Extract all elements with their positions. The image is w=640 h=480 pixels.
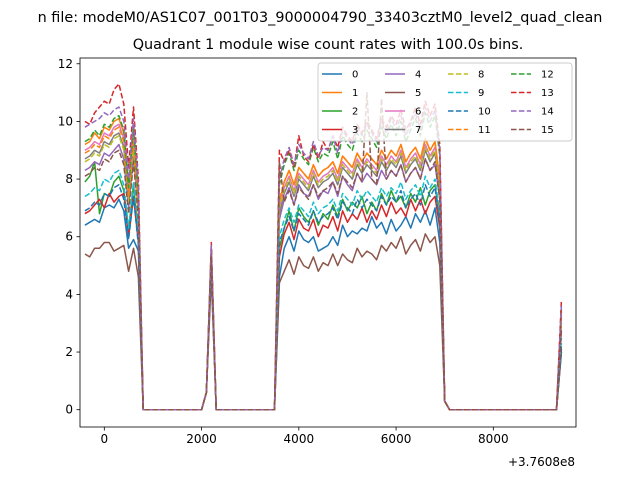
x-tick-label: 2000 — [186, 432, 217, 446]
y-tick-label: 6 — [65, 230, 73, 244]
legend-label-15: 15 — [541, 125, 554, 136]
legend-label-9: 9 — [478, 88, 484, 99]
series-line-0 — [84, 198, 563, 411]
legend-label-7: 7 — [415, 125, 421, 136]
x-tick-label: 8000 — [478, 432, 509, 446]
series-line-9 — [84, 169, 563, 411]
legend-label-0: 0 — [352, 70, 358, 81]
series-line-2 — [84, 161, 563, 411]
y-tick-label: 12 — [58, 57, 73, 71]
series-line-11 — [84, 126, 563, 411]
legend-label-4: 4 — [415, 70, 421, 81]
legend-label-5: 5 — [415, 88, 421, 99]
axes-frame — [79, 57, 577, 428]
legend-label-2: 2 — [352, 107, 358, 118]
legend-label-6: 6 — [415, 107, 421, 118]
legend-label-8: 8 — [478, 70, 484, 81]
x-offset-label: +3.7608e8 — [508, 455, 575, 469]
series-line-14 — [84, 106, 563, 411]
x-tick-label: 0 — [100, 432, 108, 446]
series-line-12 — [84, 112, 563, 411]
series-line-6 — [84, 123, 563, 411]
series-line-10 — [84, 184, 563, 411]
legend-label-11: 11 — [478, 125, 491, 136]
legend-label-3: 3 — [352, 125, 358, 136]
y-tick-label: 2 — [65, 345, 73, 359]
legend-frame — [317, 62, 573, 142]
y-tick-label: 4 — [65, 287, 73, 301]
y-tick-label: 10 — [58, 114, 73, 128]
series-line-4 — [84, 143, 563, 411]
legend-label-10: 10 — [478, 107, 491, 118]
x-tick-label: 4000 — [284, 432, 315, 446]
series-line-5 — [84, 233, 563, 411]
legend-label-13: 13 — [541, 88, 554, 99]
chart-title: Quadrant 1 module wise count rates with … — [133, 37, 524, 53]
y-tick-label: 0 — [65, 403, 73, 417]
legend-label-12: 12 — [541, 70, 554, 81]
figure-suptitle: n file: modeM0/AS1C07_001T03_9000004790_… — [38, 10, 603, 26]
y-tick-label: 8 — [65, 172, 73, 186]
series-line-3 — [84, 192, 563, 411]
legend-label-1: 1 — [352, 88, 358, 99]
series-line-7 — [84, 132, 563, 411]
x-tick-label: 6000 — [381, 432, 412, 446]
series-line-15 — [84, 91, 563, 411]
plot-area — [84, 83, 563, 411]
legend-label-14: 14 — [541, 107, 554, 118]
